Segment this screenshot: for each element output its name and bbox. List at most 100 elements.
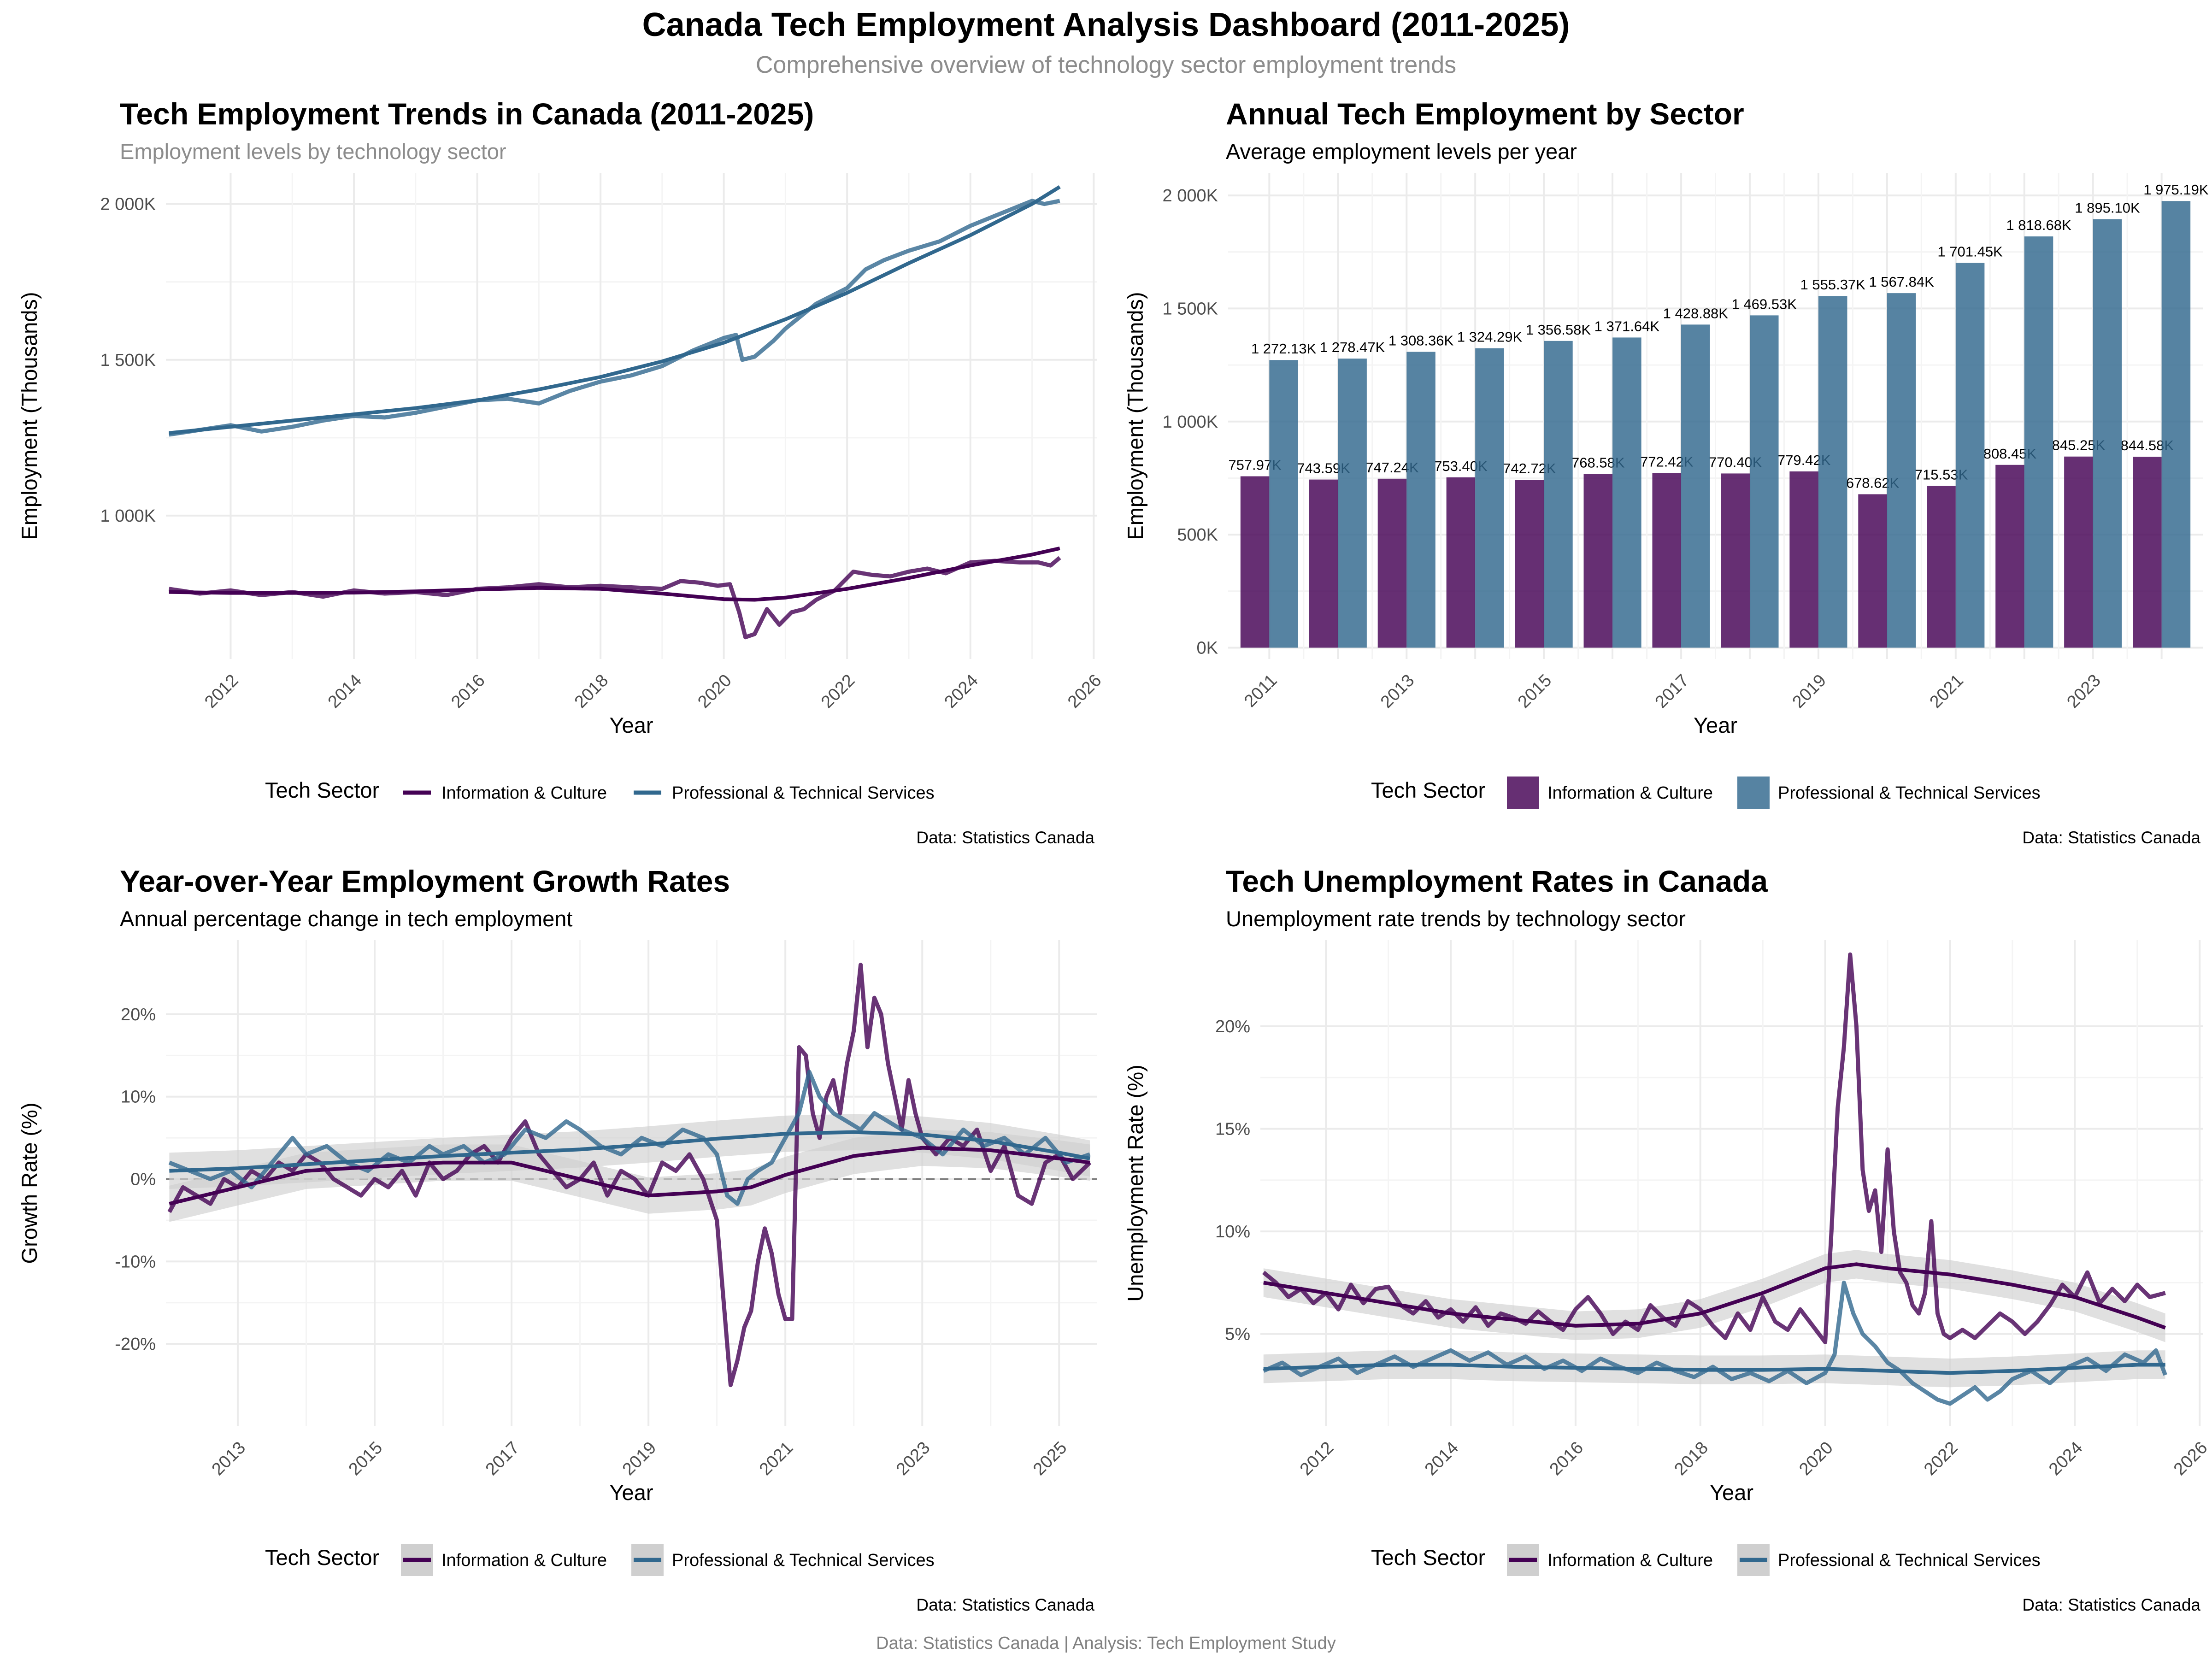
bar (2093, 219, 2122, 648)
bar (2133, 457, 2162, 648)
series-line (169, 556, 1061, 640)
legend-label: Professional & Technical Services (1778, 1551, 2041, 1570)
bar-value-label: 1 895.10K (2075, 200, 2140, 216)
legend-label: Professional & Technical Services (672, 783, 935, 803)
bar (1681, 324, 1710, 648)
bar-value-label: 1 308.36K (1388, 332, 1454, 348)
x-axis-label: Year (610, 713, 653, 737)
legend-title: Tech Sector (265, 778, 379, 802)
y-tick-label: 1 500K (100, 351, 156, 370)
x-tick-label: 2023 (893, 1438, 934, 1479)
x-tick-label: 2023 (2063, 671, 2104, 712)
growth-rates-panel: Year-over-Year Employment Growth Rates An… (17, 864, 1097, 1614)
gridlines (166, 173, 1097, 659)
x-tick-label: 2013 (208, 1438, 249, 1479)
x-tick-label: 2022 (1920, 1438, 1961, 1479)
y-tick-label: 15% (1215, 1120, 1250, 1139)
gridlines (1228, 173, 2203, 659)
panel-title: Year-over-Year Employment Growth Rates (120, 864, 730, 898)
legend-title: Tech Sector (1371, 778, 1485, 802)
x-axis-label: Year (1710, 1480, 1753, 1505)
series-line (169, 199, 1060, 437)
x-tick-label: 2022 (818, 671, 859, 712)
bar-value-label: 1 272.13K (1251, 341, 1317, 357)
bar (1309, 479, 1338, 648)
trend-line (169, 1130, 1090, 1173)
panel-caption: Data: Statistics Canada (2022, 1595, 2200, 1614)
bar (2024, 236, 2053, 648)
y-axis-label: Employment (Thousands) (1123, 292, 1147, 540)
series-line (167, 963, 1092, 1388)
x-tick-label: 2015 (1514, 671, 1555, 712)
panel-caption: Data: Statistics Canada (2022, 828, 2200, 847)
panel-subtitle: Employment levels by technology sector (120, 139, 506, 164)
bar (1789, 471, 1818, 648)
trend-line (1263, 1262, 2166, 1330)
x-tick-label: 2024 (941, 671, 982, 712)
chart-marks (167, 963, 1092, 1388)
bar (1995, 465, 2024, 648)
legend-label: Professional & Technical Services (672, 1551, 935, 1570)
y-tick-label: 0% (130, 1170, 156, 1189)
panel-caption: Data: Statistics Canada (916, 1595, 1094, 1614)
gridlines (166, 940, 1097, 1426)
gridlines (1260, 940, 2203, 1426)
bar (1406, 352, 1435, 648)
y-tick-label: 1 500K (1163, 299, 1218, 318)
legend-title: Tech Sector (265, 1545, 379, 1570)
x-tick-label: 2017 (482, 1438, 523, 1479)
annual-employment-panel: Annual Tech Employment by Sector Average … (1123, 97, 2209, 847)
legend: Tech Sector Information & Culture Professi… (1371, 777, 2041, 809)
bar (1475, 348, 1504, 648)
x-tick-label: 2020 (694, 671, 735, 712)
bar-value-label: 1 469.53K (1732, 296, 1797, 312)
panel-title: Tech Unemployment Rates in Canada (1226, 864, 1768, 898)
legend-label: Professional & Technical Services (1778, 783, 2041, 803)
y-tick-label: 5% (1225, 1325, 1250, 1344)
x-tick-label: 2015 (345, 1438, 386, 1479)
x-tick-label: 2026 (2170, 1438, 2211, 1479)
x-tick-label: 2019 (619, 1438, 660, 1479)
legend: Tech Sector Information & Culture Professi… (1371, 1544, 2041, 1576)
chart-marks (1262, 952, 2167, 1406)
employment-trends-panel: Tech Employment Trends in Canada (2011-2… (17, 97, 1105, 847)
x-tick-label: 2012 (1296, 1438, 1337, 1479)
x-tick-label: 2019 (1789, 671, 1830, 712)
panel-subtitle: Annual percentage change in tech employm… (120, 906, 572, 931)
trend-line (169, 546, 1060, 602)
y-tick-label: 1 000K (1163, 412, 1218, 432)
x-tick-label: 2016 (1546, 1438, 1587, 1479)
bar (1927, 486, 1956, 648)
bar (1955, 263, 1985, 648)
y-tick-label: 500K (1177, 525, 1218, 545)
trend-line (1263, 1363, 2165, 1375)
bar (2161, 201, 2191, 648)
dashboard-title: Canada Tech Employment Analysis Dashboar… (642, 6, 1570, 43)
legend-key (1507, 777, 1539, 809)
bar (1612, 337, 1641, 648)
bar (1515, 480, 1544, 648)
legend-title: Tech Sector (1371, 1545, 1485, 1570)
legend: Tech Sector Information & Culture Professi… (265, 778, 935, 803)
x-tick-label: 2017 (1652, 671, 1693, 712)
legend-label: Information & Culture (441, 783, 607, 803)
legend-label: Information & Culture (1547, 783, 1713, 803)
x-tick-label: 2013 (1377, 671, 1418, 712)
x-tick-label: 2020 (1795, 1438, 1836, 1479)
y-tick-label: 2 000K (100, 195, 156, 214)
dashboard-footer: Data: Statistics Canada | Analysis: Tech… (876, 1634, 1336, 1653)
x-tick-label: 2021 (1926, 671, 1967, 712)
legend-label: Information & Culture (1547, 1551, 1713, 1570)
y-tick-label: 2 000K (1163, 186, 1218, 206)
y-tick-label: 1 000K (100, 506, 156, 526)
bar-value-label: 1 567.84K (1869, 274, 1934, 290)
legend-key (1737, 777, 1770, 809)
trend-line (169, 1146, 1090, 1206)
y-tick-label: -20% (115, 1335, 156, 1354)
x-axis-label: Year (1694, 713, 1737, 737)
bar (1721, 473, 1750, 648)
bar (1338, 359, 1367, 648)
x-tick-label: 2025 (1030, 1438, 1071, 1479)
panel-title: Annual Tech Employment by Sector (1226, 97, 1744, 131)
bar (1652, 473, 1682, 648)
